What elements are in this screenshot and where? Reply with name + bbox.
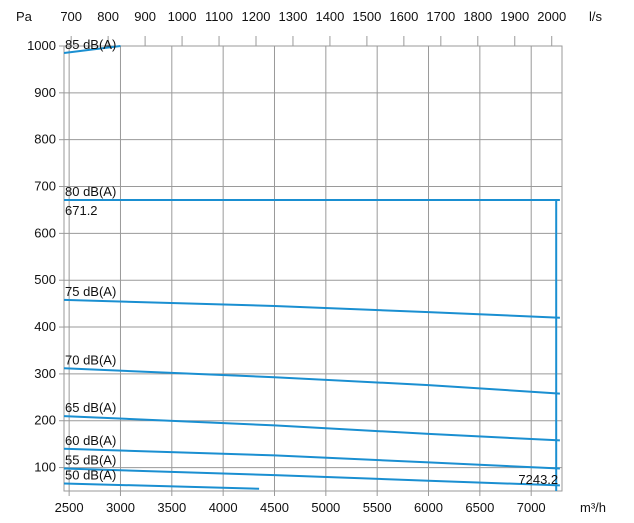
x-tick-label: 6000: [414, 500, 443, 515]
top-tick-label: 1200: [242, 9, 271, 24]
annotation-label: 7243.2: [518, 472, 558, 487]
grid-layer: [59, 36, 563, 496]
series-label: 85 dB(A): [65, 37, 116, 52]
top-tick-label: 1700: [426, 9, 455, 24]
x-tick-label: 6500: [465, 500, 494, 515]
top-tick-label: 800: [97, 9, 119, 24]
series-label: 80 dB(A): [65, 184, 116, 199]
top-tick-label: 1100: [205, 9, 233, 24]
x-tick-label: 4500: [260, 500, 289, 515]
y-tick-label: 300: [34, 366, 56, 381]
annotation-label: 671.2: [65, 203, 98, 218]
top-tick-label: 1400: [315, 9, 344, 24]
y-tick-label: 500: [34, 272, 56, 287]
y-tick-label: 600: [34, 225, 56, 240]
y-axis-label: Pa: [16, 9, 33, 24]
y-tick-label: 900: [34, 85, 56, 100]
x-tick-label: 5500: [363, 500, 392, 515]
series-line: [63, 367, 560, 395]
series-line: [63, 447, 560, 470]
series-label: 65 dB(A): [65, 400, 116, 415]
top-tick-label: 1900: [500, 9, 529, 24]
series-label: 70 dB(A): [65, 352, 116, 367]
y-tick-label: 1000: [27, 38, 56, 53]
series-line: [63, 298, 560, 319]
series-label: 55 dB(A): [65, 453, 116, 468]
x-axis-label: m³/h: [580, 500, 606, 515]
top-tick-label: 1800: [463, 9, 492, 24]
top-tick-label: 900: [134, 9, 156, 24]
series-line: [63, 45, 121, 54]
top-tick-label: 2000: [537, 9, 566, 24]
top-tick-label: 1600: [389, 9, 418, 24]
x-tick-label: 3000: [106, 500, 135, 515]
series-label: 60 dB(A): [65, 433, 116, 448]
text-layer: Pa l/s m³/h 100 200 300 400 500 600 700 800 900 1…: [16, 9, 606, 515]
top-tick-label: 1000: [168, 9, 197, 24]
x-tick-label: 2500: [55, 500, 84, 515]
y-tick-label: 200: [34, 413, 56, 428]
y-tick-label: 100: [34, 460, 56, 475]
top-tick-label: 1300: [279, 9, 308, 24]
top-tick-label: 1500: [352, 9, 381, 24]
series-label: 50 dB(A): [65, 468, 116, 483]
y-tick-label: 700: [34, 179, 56, 194]
curve-layer: [63, 45, 560, 491]
top-tick-label: 700: [60, 9, 82, 24]
x-tick-label: 3500: [157, 500, 186, 515]
x-tick-label: 5000: [311, 500, 340, 515]
plot-frame: [63, 45, 563, 492]
x-tick-label: 7000: [517, 500, 546, 515]
series-line: [63, 415, 560, 442]
series-label: 75 dB(A): [65, 284, 116, 299]
y-tick-label: 400: [34, 319, 56, 334]
series-line: [63, 482, 260, 490]
top-axis-label: l/s: [589, 9, 603, 24]
y-tick-label: 800: [34, 132, 56, 147]
x-tick-label: 4000: [209, 500, 238, 515]
series-line: [63, 467, 560, 487]
